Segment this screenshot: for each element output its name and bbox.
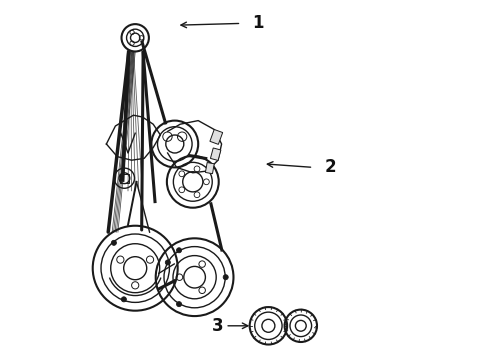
Circle shape (165, 260, 171, 265)
Bar (120, 174, 129, 183)
Circle shape (176, 248, 182, 253)
Text: 2: 2 (324, 158, 336, 176)
Bar (205, 162, 214, 174)
Circle shape (111, 240, 117, 245)
Circle shape (223, 275, 228, 280)
Text: 3: 3 (212, 317, 223, 335)
Bar (210, 148, 221, 161)
Text: 1: 1 (252, 14, 264, 32)
Circle shape (122, 297, 126, 302)
Bar (210, 130, 222, 144)
Circle shape (176, 302, 182, 307)
